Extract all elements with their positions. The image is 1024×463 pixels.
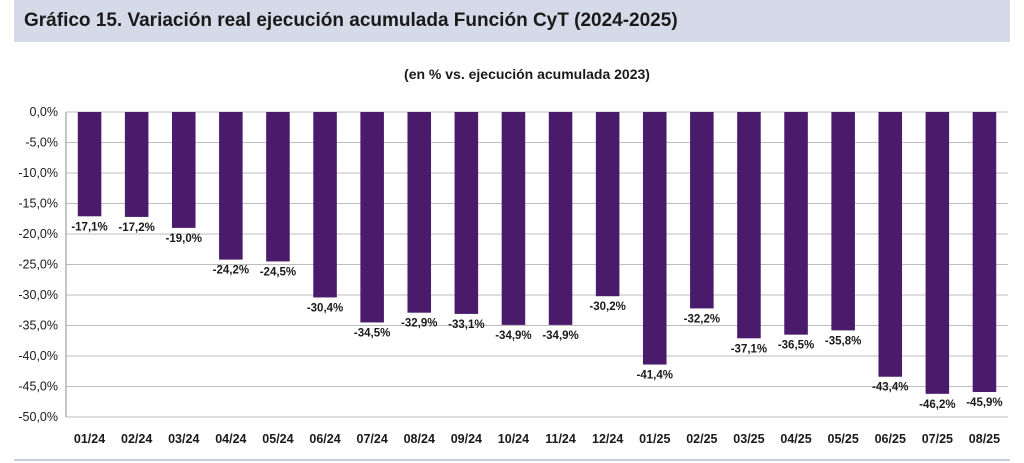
y-tick-label: -40,0% xyxy=(18,349,58,363)
data-label: -17,2% xyxy=(118,222,154,234)
x-tick-label: 01/25 xyxy=(639,432,670,446)
data-label: -30,4% xyxy=(307,302,343,314)
y-tick-label: -15,0% xyxy=(18,197,58,211)
y-tick-label: -35,0% xyxy=(18,319,58,333)
data-label: -35,8% xyxy=(825,335,861,347)
y-tick-label: -50,0% xyxy=(18,410,58,424)
bar xyxy=(972,112,997,392)
x-tick-label: 04/25 xyxy=(780,432,811,446)
y-tick-label: -10,0% xyxy=(18,166,58,180)
data-label: -24,2% xyxy=(213,265,249,277)
data-label: -17,1% xyxy=(71,221,107,233)
y-tick-label: -30,0% xyxy=(18,288,58,302)
x-tick-label: 11/24 xyxy=(545,432,576,446)
bar xyxy=(595,112,620,297)
header-band xyxy=(14,0,1010,42)
x-tick-label: 10/24 xyxy=(498,432,529,446)
x-tick-label: 02/24 xyxy=(121,432,152,446)
bar xyxy=(501,112,526,325)
data-label: -32,2% xyxy=(684,313,720,325)
bar xyxy=(266,112,290,262)
x-tick-label: 12/24 xyxy=(592,432,623,446)
bar xyxy=(454,112,479,314)
x-tick-label: 05/24 xyxy=(262,432,293,446)
y-tick-label: -5,0% xyxy=(25,136,58,150)
bar xyxy=(642,112,667,365)
x-tick-label: 04/24 xyxy=(215,432,246,446)
bar xyxy=(925,112,950,394)
x-tick-label: 07/25 xyxy=(922,432,953,446)
data-label: -33,1% xyxy=(448,319,484,331)
bar xyxy=(124,112,149,217)
data-label: -41,4% xyxy=(637,370,673,382)
x-tick-label: 09/24 xyxy=(451,432,482,446)
bar xyxy=(831,112,855,331)
x-tick-label: 06/25 xyxy=(875,432,906,446)
x-tick-label: 07/24 xyxy=(357,432,388,446)
data-label: -36,5% xyxy=(778,340,814,352)
bar xyxy=(313,112,337,298)
x-tick-label: 08/25 xyxy=(969,432,1000,446)
x-tick-label: 03/25 xyxy=(733,432,764,446)
data-label: -43,4% xyxy=(872,382,908,394)
bar xyxy=(171,112,196,228)
bar xyxy=(784,112,808,335)
x-tick-label: 01/24 xyxy=(74,432,105,446)
bar xyxy=(548,112,573,325)
data-label: -34,5% xyxy=(354,327,390,339)
data-label: -34,9% xyxy=(495,330,531,342)
data-label: -46,2% xyxy=(919,399,955,411)
data-label: -19,0% xyxy=(166,233,202,245)
x-tick-label: 03/24 xyxy=(168,432,199,446)
data-label: -34,9% xyxy=(542,330,578,342)
x-tick-label: 02/25 xyxy=(686,432,717,446)
bar xyxy=(737,112,761,339)
data-label: -45,9% xyxy=(966,397,1002,409)
data-label: -30,2% xyxy=(589,301,625,313)
x-tick-label: 08/24 xyxy=(404,432,435,446)
data-label: -24,5% xyxy=(260,266,296,278)
y-tick-label: -45,0% xyxy=(18,380,58,394)
chart-title: Gráfico 15. Variación real ejecución acu… xyxy=(24,10,678,31)
chart-subtitle: (en % vs. ejecución acumulada 2023) xyxy=(404,66,650,82)
bar xyxy=(407,112,432,313)
chart-frame xyxy=(14,42,1010,461)
x-tick-label: 06/24 xyxy=(309,432,340,446)
y-tick-label: 0,0% xyxy=(30,105,59,119)
bar xyxy=(360,112,384,323)
y-tick-label: -25,0% xyxy=(18,258,58,272)
bar xyxy=(77,112,102,217)
data-label: -32,9% xyxy=(401,318,437,330)
y-tick-label: -20,0% xyxy=(18,227,58,241)
bar xyxy=(690,112,714,309)
x-tick-label: 05/25 xyxy=(828,432,859,446)
bar xyxy=(219,112,243,260)
data-label: -37,1% xyxy=(731,343,767,355)
bar xyxy=(878,112,903,377)
